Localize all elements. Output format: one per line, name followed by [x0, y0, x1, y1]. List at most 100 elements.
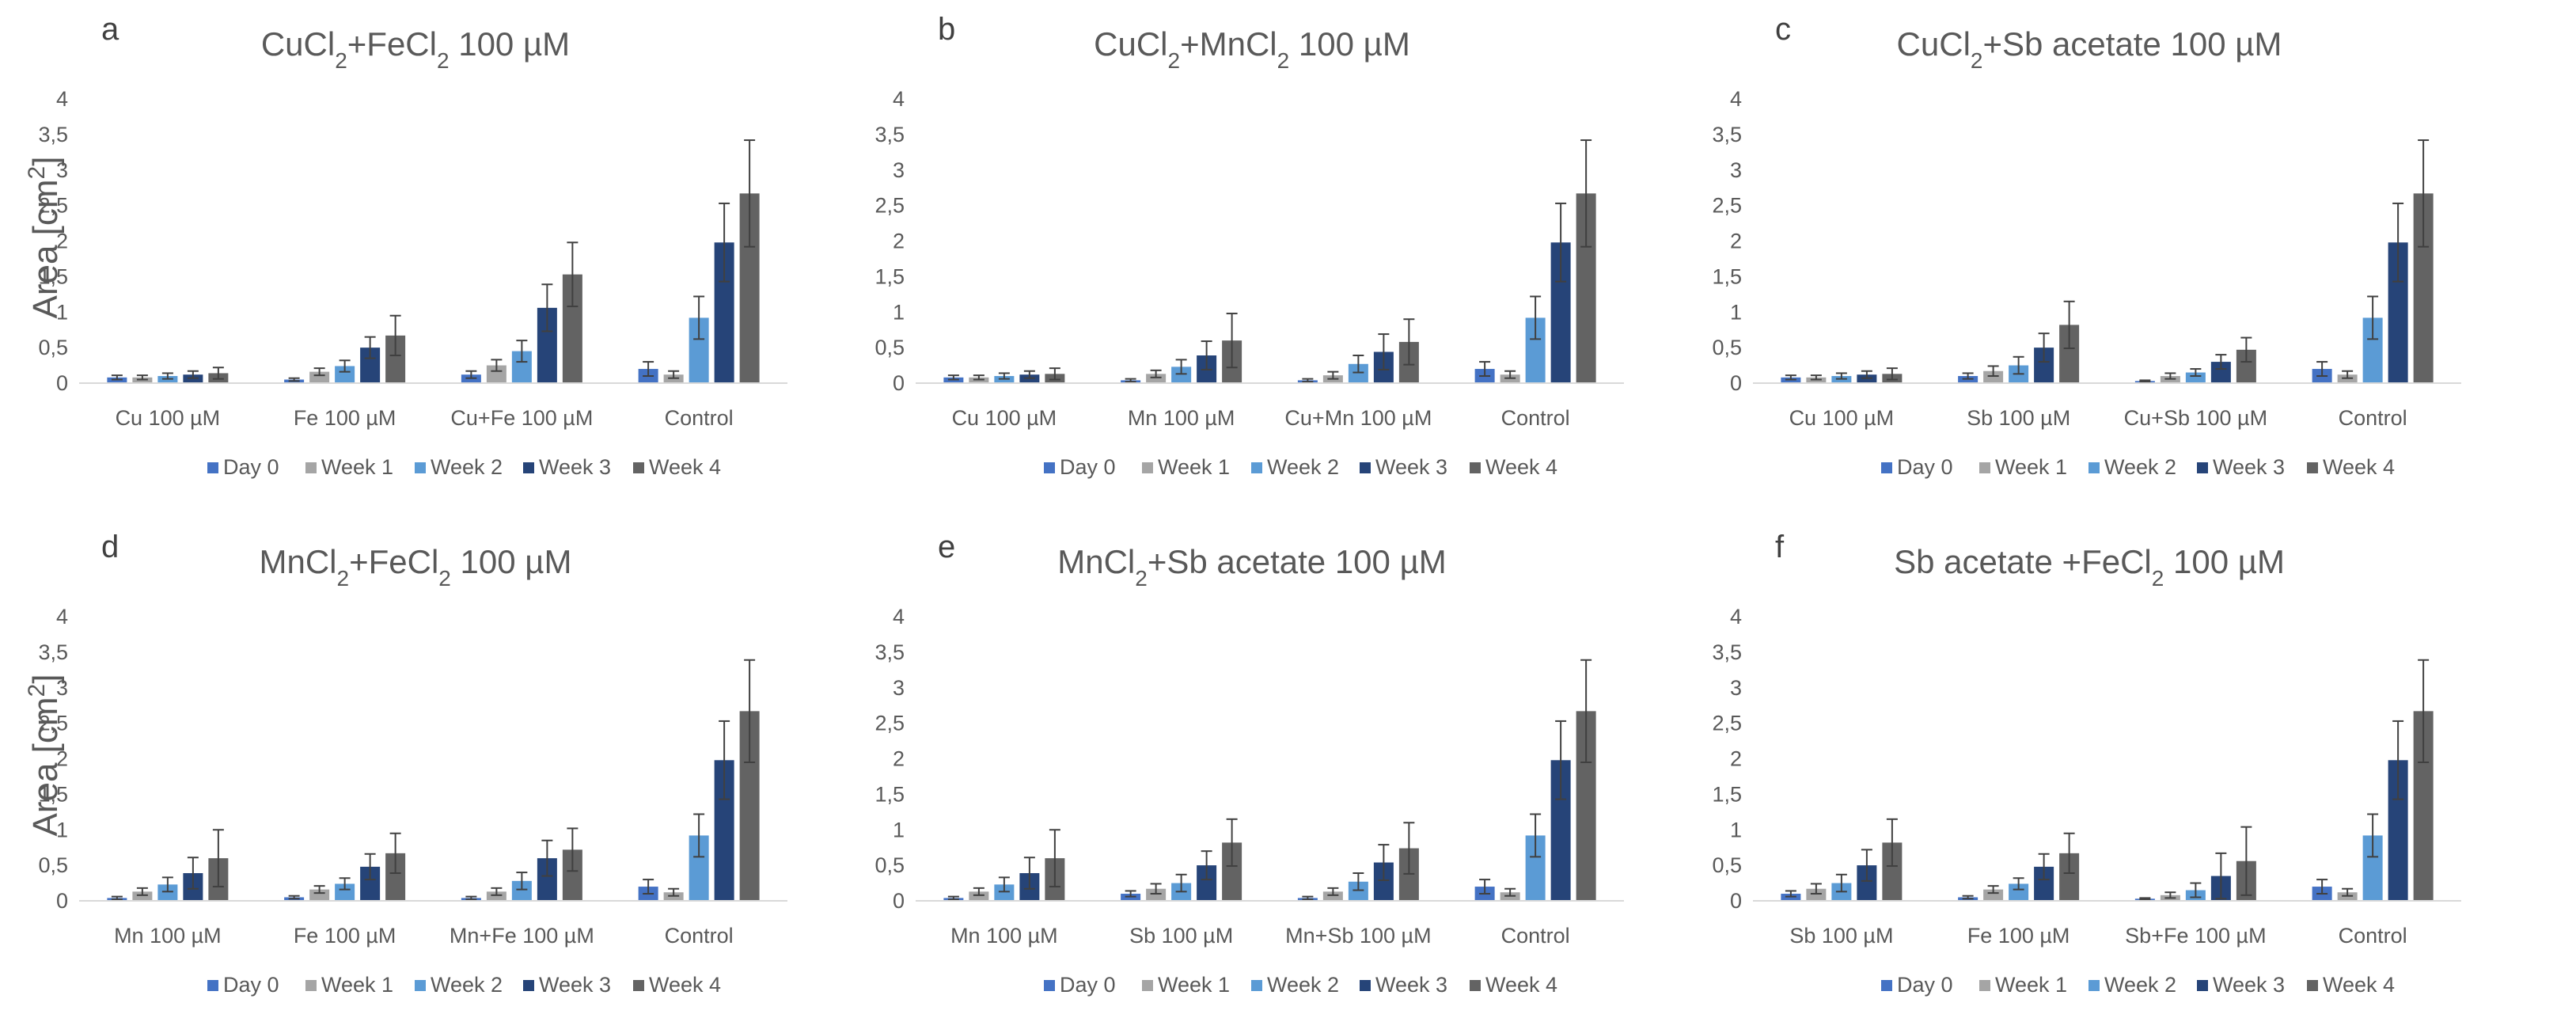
x-tick-label: Fe 100 µM [1967, 924, 2070, 948]
chart-title: Sb acetate +FeCl2 100 µM [1894, 543, 2285, 591]
title-subscript: 2 [1971, 48, 1983, 73]
title-text: MnCl [260, 543, 337, 580]
title-text: +Sb acetate 100 µM [1982, 25, 2282, 63]
bar-week-2 [157, 884, 178, 901]
legend-label: Week 3 [2213, 455, 2285, 479]
legend-label: Week 3 [1375, 455, 1447, 479]
legend-label: Week 2 [1267, 455, 1339, 479]
x-tick-label: Fe 100 µM [294, 924, 396, 948]
x-tick-label: Cu 100 µM [116, 406, 221, 430]
y-tick-label: 1,5 [874, 264, 905, 288]
title-subscript: 2 [2152, 566, 2164, 591]
y-tick-label: 3 [56, 676, 68, 700]
legend-label: Day 0 [1897, 455, 1953, 479]
y-tick-label: 4 [56, 605, 68, 629]
y-tick-label: 3,5 [1712, 123, 1742, 146]
x-tick-label: Cu+Mn 100 µM [1284, 406, 1432, 430]
bar-week-1 [1146, 374, 1167, 383]
legend-swatch [633, 980, 644, 991]
y-tick-label: 2,5 [38, 712, 68, 735]
title-subscript: 2 [1277, 48, 1290, 73]
chart-title: CuCl2+MnCl2 100 µM [1094, 25, 1410, 73]
bar-week-1 [969, 891, 989, 901]
title-text: 100 µM [451, 543, 572, 580]
y-axis-label-close: ] [26, 157, 65, 166]
y-tick-label: 1,5 [874, 782, 905, 806]
x-tick-label: Mn 100 µM [1128, 406, 1235, 430]
y-tick-label: 0,5 [874, 336, 905, 359]
panel-letter: c [1775, 12, 1791, 47]
x-tick-label: Mn 100 µM [950, 924, 1058, 948]
legend-swatch [1142, 980, 1153, 991]
legend-label: Week 4 [649, 455, 721, 479]
legend-label: Week 2 [431, 973, 503, 997]
x-tick-label: Control [665, 924, 734, 948]
chart-title: CuCl2+Sb acetate 100 µM [1897, 25, 2282, 73]
legend-swatch [2088, 980, 2100, 991]
legend-swatch [523, 462, 534, 473]
legend-swatch [2197, 462, 2208, 473]
legend-label: Day 0 [1897, 973, 1953, 997]
legend-label: Week 1 [1158, 973, 1230, 997]
legend-swatch [633, 462, 644, 473]
y-tick-label: 0 [56, 371, 68, 395]
y-axis-label-close: ] [26, 674, 65, 684]
legend-label: Day 0 [1060, 973, 1116, 997]
legend-label: Week 1 [1995, 455, 2067, 479]
y-tick-label: 2 [893, 230, 905, 253]
x-tick-label: Control [2339, 924, 2407, 948]
legend-swatch [1470, 462, 1481, 473]
bar-week-1 [1806, 888, 1827, 901]
legend-label: Week 3 [2213, 973, 2285, 997]
x-tick-label: Control [2339, 406, 2407, 430]
bar-week-2 [1171, 367, 1192, 383]
y-tick-label: 3,5 [1712, 640, 1742, 664]
y-tick-label: 2 [1730, 230, 1742, 253]
y-tick-label: 4 [893, 87, 905, 111]
panel-letter: b [938, 12, 955, 47]
legend-swatch [2307, 462, 2318, 473]
legend-label: Day 0 [1060, 455, 1116, 479]
legend-swatch [2307, 980, 2318, 991]
y-tick-label: 3,5 [874, 640, 905, 664]
x-tick-label: Cu 100 µM [1789, 406, 1895, 430]
bar-week-1 [1322, 891, 1343, 901]
y-tick-label: 2,5 [874, 194, 905, 218]
chart-panel-c: c CuCl2+Sb acetate 100 µM00,511,522,533,5… [1712, 12, 2461, 479]
chart-title: CuCl2+FeCl2 100 µM [261, 25, 570, 73]
legend-swatch [523, 980, 534, 991]
y-tick-label: 2,5 [1712, 712, 1742, 735]
y-tick-label: 2 [1730, 747, 1742, 771]
x-tick-label: Control [1501, 406, 1570, 430]
legend-label: Week 2 [2104, 973, 2176, 997]
legend-swatch [415, 462, 426, 473]
title-text: CuCl [1897, 25, 1971, 63]
chart-panel-f: f Sb acetate +FeCl2 100 µM00,511,522,533,… [1712, 530, 2461, 997]
title-subscript: 2 [337, 566, 350, 591]
y-tick-label: 0 [893, 889, 905, 913]
y-tick-label: 2,5 [38, 194, 68, 218]
y-tick-label: 0 [1730, 371, 1742, 395]
y-tick-label: 2,5 [1712, 194, 1742, 218]
legend-label: Week 4 [1485, 455, 1557, 479]
y-axis-label: Area [cm2] [24, 157, 66, 319]
y-tick-label: 4 [1730, 605, 1742, 629]
legend-swatch [2197, 980, 2208, 991]
panel-letter: f [1775, 530, 1785, 564]
title-text: +Sb acetate 100 µM [1148, 543, 1447, 580]
y-axis-label-superscript: 2 [24, 166, 50, 180]
bar-week-1 [486, 891, 506, 901]
x-tick-label: Sb 100 µM [1967, 406, 2070, 430]
y-tick-label: 0 [1730, 889, 1742, 913]
legend-label: Week 4 [1485, 973, 1557, 997]
bar-week-2 [335, 366, 355, 383]
legend-label: Week 2 [1267, 973, 1339, 997]
panel-letter: a [101, 12, 120, 47]
y-tick-label: 4 [1730, 87, 1742, 111]
legend-swatch [1360, 980, 1371, 991]
y-axis-label-text: Area [cm [26, 697, 65, 836]
legend-swatch [1142, 462, 1153, 473]
chart-panel-e: e MnCl2+Sb acetate 100 µM00,511,522,533,5… [874, 530, 1624, 997]
